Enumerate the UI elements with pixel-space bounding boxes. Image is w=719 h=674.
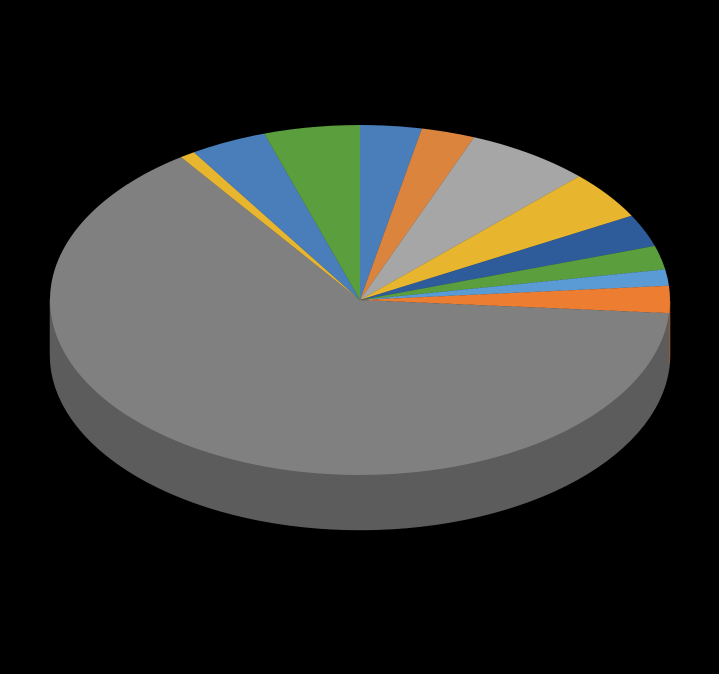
pie-chart-container	[0, 0, 719, 674]
pie-chart	[0, 0, 719, 674]
